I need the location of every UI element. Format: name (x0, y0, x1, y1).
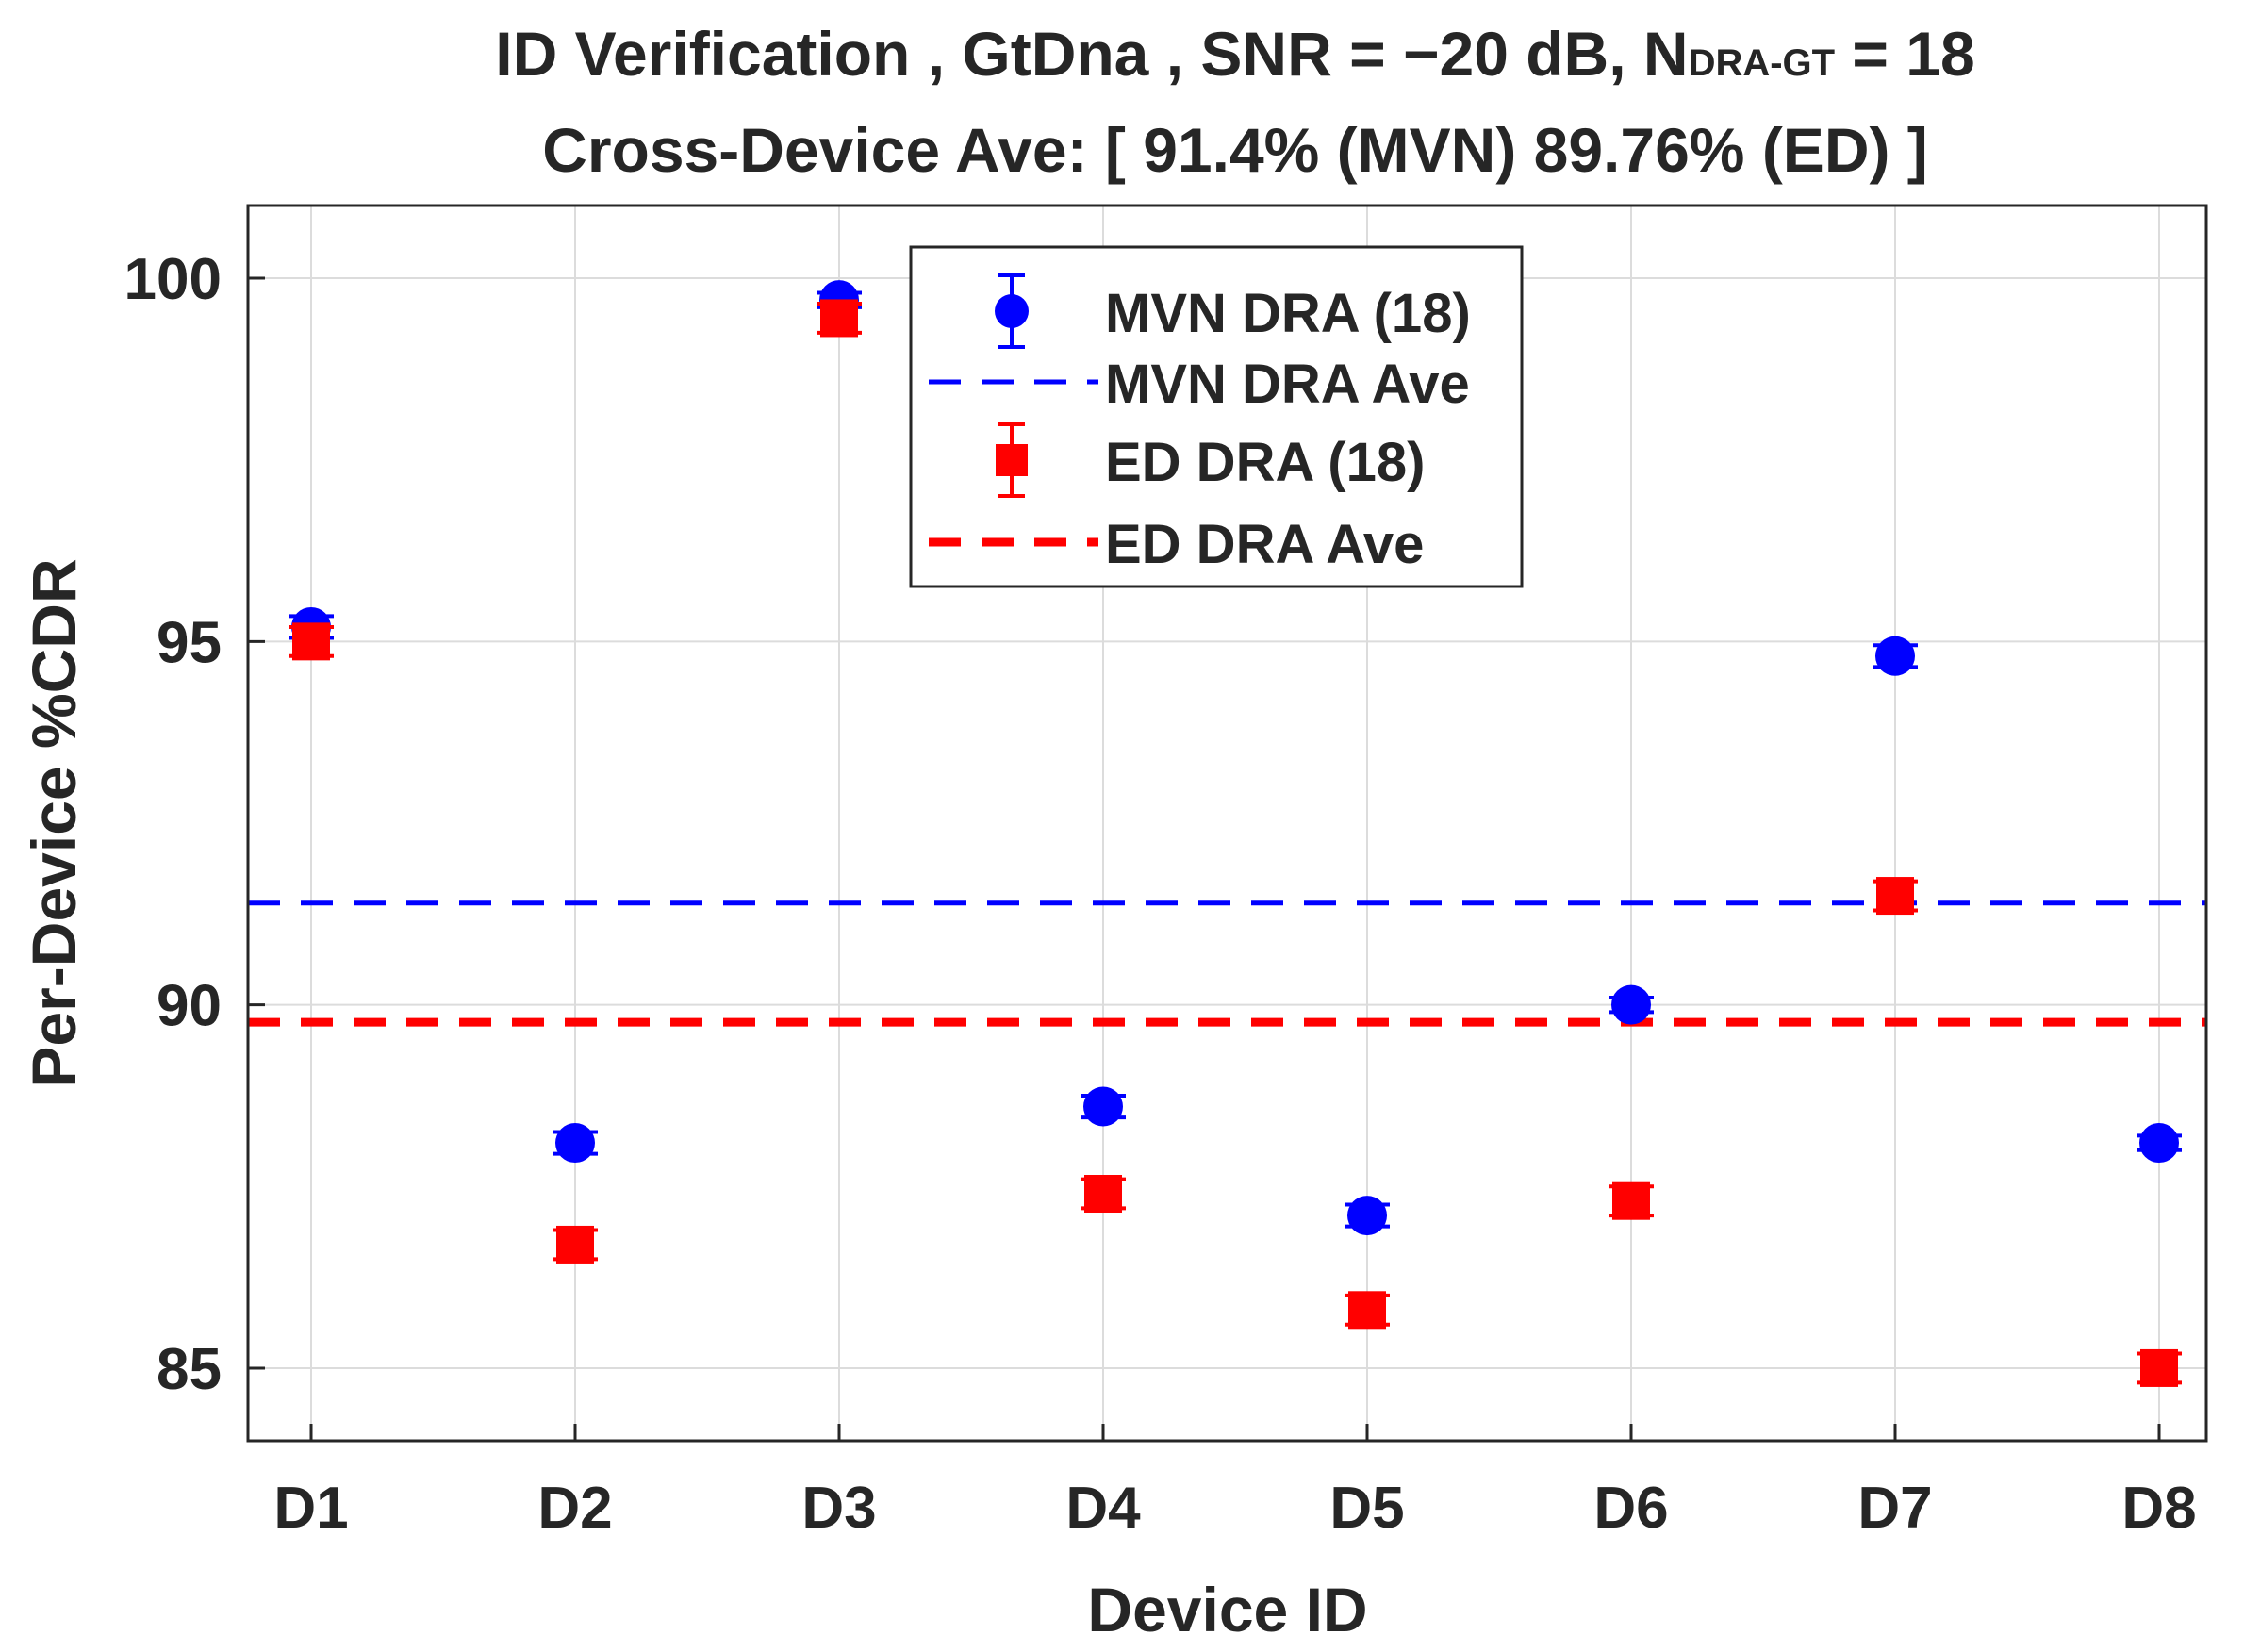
y-axis-label: Per-Device %CDR (19, 558, 89, 1087)
legend-label: MVN DRA (18) (1105, 283, 1471, 344)
ed-point (2140, 1348, 2178, 1387)
ed-point (1084, 1175, 1122, 1213)
chart-title-line1: ID Verification , GtDna , SNR = −20 dB, … (495, 19, 1974, 89)
mvn-point (1083, 1086, 1123, 1127)
x-tick-label: D4 (1065, 1476, 1141, 1541)
y-tick-label: 90 (157, 974, 222, 1039)
legend-label: ED DRA Ave (1105, 514, 1424, 575)
ed-point (556, 1225, 594, 1264)
ed-point (1876, 877, 1914, 916)
x-axis-label: Device ID (1087, 1575, 1367, 1644)
plot-frame (246, 204, 2208, 1443)
mvn-point (1347, 1196, 1387, 1236)
legend-label: ED DRA (18) (1105, 432, 1425, 493)
legend: MVN DRA (18) MVN DRA Ave ED DRA (18) ED DRA… (909, 245, 1524, 588)
mvn-point (2139, 1123, 2179, 1164)
x-tick-label: D6 (1593, 1476, 1668, 1541)
mvn-point (1875, 636, 1915, 676)
ed-point (820, 299, 858, 338)
legend-label: MVN DRA Ave (1105, 354, 1470, 415)
x-tick-label: D3 (801, 1476, 876, 1541)
x-tick-label: D1 (273, 1476, 348, 1541)
y-tick-label: 100 (124, 247, 222, 312)
data-points (289, 280, 2182, 1387)
chart-title-line2: Cross-Device Ave: [ 91.4% (MVN) 89.76% (… (542, 115, 1928, 185)
ed-point (1612, 1181, 1650, 1220)
y-tick-label: 85 (157, 1337, 222, 1402)
x-tick-label: D7 (1857, 1476, 1932, 1541)
x-tick-label: D5 (1329, 1476, 1404, 1541)
legend-marker-circle (995, 294, 1029, 328)
x-tick-label: D8 (2121, 1476, 2196, 1541)
legend-marker-square (996, 444, 1028, 476)
ed-point (1348, 1291, 1386, 1330)
mvn-point (555, 1123, 595, 1164)
x-tick-label: D2 (537, 1476, 612, 1541)
mvn-point (1611, 984, 1651, 1025)
average-lines (248, 900, 2206, 1027)
ed-point (292, 622, 330, 661)
x-tick-labels: D1 D2 D3 D4 D5 D6 D7 D8 (273, 1424, 2197, 1541)
y-tick-labels: 85 90 95 100 (124, 247, 265, 1402)
y-tick-label: 95 (157, 610, 222, 675)
